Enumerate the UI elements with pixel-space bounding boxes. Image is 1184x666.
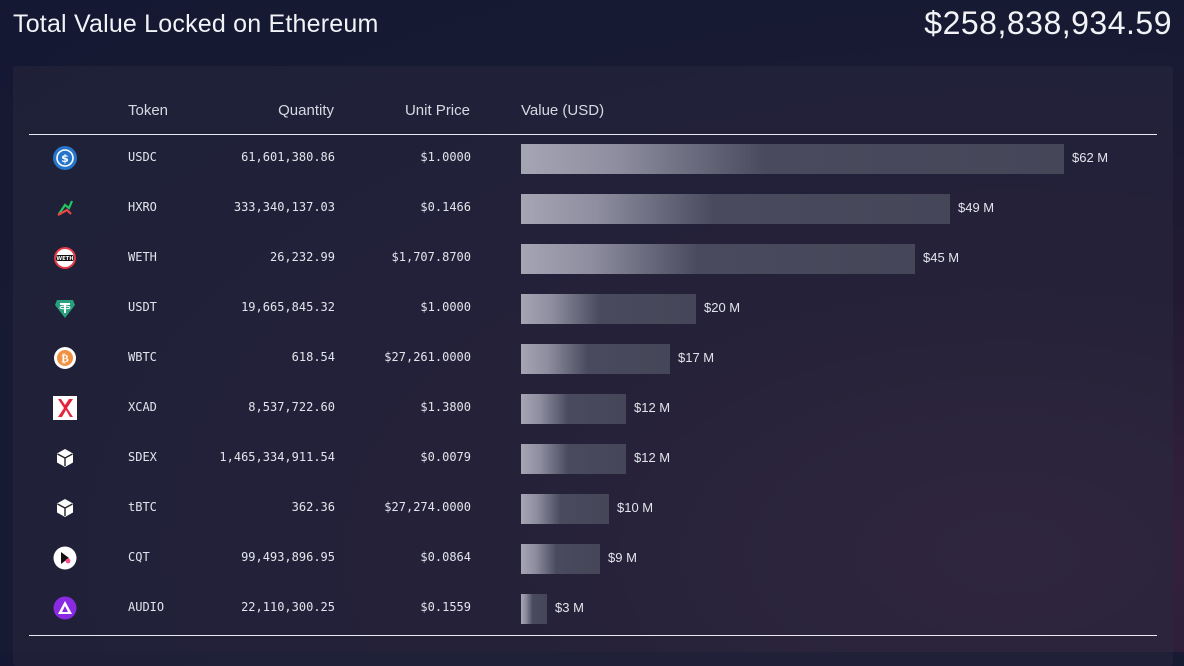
value-bar <box>521 194 950 224</box>
table-row[interactable]: HXRO 333,340,137.03 $0.1466 $49 M <box>29 184 1157 234</box>
token-unit-price: $27,261.0000 <box>384 350 471 364</box>
svg-text:₿: ₿ <box>61 352 69 365</box>
token-quantity: 22,110,300.25 <box>241 600 335 614</box>
token-symbol: SDEX <box>128 450 157 464</box>
table-row[interactable]: CQT 99,493,896.95 $0.0864 $9 M <box>29 534 1157 584</box>
token-quantity: 333,340,137.03 <box>233 200 335 214</box>
token-quantity: 8,537,722.60 <box>248 400 335 414</box>
table-row[interactable]: ₿ WBTC 618.54 $27,261.0000 $17 M <box>29 334 1157 384</box>
table-row[interactable]: WETH WETH 26,232.99 $1,707.8700 $45 M <box>29 234 1157 284</box>
token-unit-price: $0.0079 <box>420 450 471 464</box>
token-quantity: 1,465,334,911.54 <box>219 450 335 464</box>
value-bar <box>521 594 547 624</box>
token-unit-price: $1.0000 <box>420 300 471 314</box>
column-header-token[interactable]: Token <box>128 102 169 119</box>
token-quantity: 19,665,845.32 <box>241 300 335 314</box>
token-quantity: 362.36 <box>291 500 335 514</box>
value-bar <box>521 244 915 274</box>
sdex-icon <box>53 446 77 470</box>
value-bar <box>521 444 626 474</box>
usdc-icon: $ <box>53 146 77 170</box>
value-label: $3 M <box>555 600 584 615</box>
value-bar <box>521 394 626 424</box>
table-row[interactable]: USDT 19,665,845.32 $1.0000 $20 M <box>29 284 1157 334</box>
table-row[interactable]: AUDIO 22,110,300.25 $0.1559 $3 M <box>29 584 1157 634</box>
value-bar <box>521 294 696 324</box>
cqt-icon <box>53 546 77 570</box>
token-symbol: HXRO <box>128 200 157 214</box>
table-row[interactable]: SDEX 1,465,334,911.54 $0.0079 $12 M <box>29 434 1157 484</box>
value-label: $10 M <box>617 500 654 515</box>
weth-icon: WETH <box>53 246 77 270</box>
value-label: $12 M <box>634 400 671 415</box>
hxro-icon <box>53 196 77 220</box>
value-bar <box>521 494 609 524</box>
token-quantity: 61,601,380.86 <box>241 150 335 164</box>
token-symbol: tBTC <box>128 500 157 514</box>
token-quantity: 99,493,896.95 <box>241 550 335 564</box>
value-label: $12 M <box>634 450 671 465</box>
token-unit-price: $27,274.0000 <box>384 500 471 514</box>
table-row[interactable]: XCAD 8,537,722.60 $1.3800 $12 M <box>29 384 1157 434</box>
token-unit-price: $0.1559 <box>420 600 471 614</box>
token-symbol: AUDIO <box>128 600 165 614</box>
usdt-icon <box>53 296 77 320</box>
svg-text:WETH: WETH <box>56 256 73 262</box>
value-bar <box>521 144 1064 174</box>
total-value: $258,838,934.59 <box>924 5 1172 41</box>
table-footer-divider <box>29 635 1157 636</box>
token-symbol: USDT <box>128 300 157 314</box>
header: Total Value Locked on Ethereum $258,838,… <box>0 0 1184 58</box>
table-header-divider <box>29 134 1157 135</box>
value-bar <box>521 344 670 374</box>
value-label: $62 M <box>1072 150 1109 165</box>
value-bar <box>521 544 600 574</box>
value-label: $9 M <box>608 550 637 565</box>
xcad-icon <box>53 396 77 420</box>
token-symbol: CQT <box>128 550 150 564</box>
token-quantity: 26,232.99 <box>269 250 335 264</box>
token-unit-price: $1,707.8700 <box>391 250 471 264</box>
table-row[interactable]: tBTC 362.36 $27,274.0000 $10 M <box>29 484 1157 534</box>
column-header-unit-price[interactable]: Unit Price <box>404 102 470 119</box>
token-symbol: USDC <box>128 150 157 164</box>
value-label: $49 M <box>958 200 995 215</box>
token-unit-price: $0.0864 <box>420 550 471 564</box>
column-header-value[interactable]: Value (USD) <box>521 102 605 119</box>
tbtc-icon <box>53 496 77 520</box>
value-label: $20 M <box>704 300 741 315</box>
token-unit-price: $1.0000 <box>420 150 471 164</box>
audio-icon <box>53 596 77 620</box>
token-symbol: WBTC <box>128 350 157 364</box>
token-unit-price: $1.3800 <box>420 400 471 414</box>
page-title: Total Value Locked on Ethereum <box>13 10 379 38</box>
token-symbol: XCAD <box>128 400 157 414</box>
value-label: $45 M <box>923 250 960 265</box>
svg-text:$: $ <box>61 152 69 165</box>
token-symbol: WETH <box>128 250 157 264</box>
wbtc-icon: ₿ <box>53 346 77 370</box>
value-label: $17 M <box>678 350 715 365</box>
table-row[interactable]: $ USDC 61,601,380.86 $1.0000 $62 M <box>29 134 1157 184</box>
column-header-quantity[interactable]: Quantity <box>278 102 334 119</box>
token-quantity: 618.54 <box>291 350 335 364</box>
token-unit-price: $0.1466 <box>420 200 471 214</box>
